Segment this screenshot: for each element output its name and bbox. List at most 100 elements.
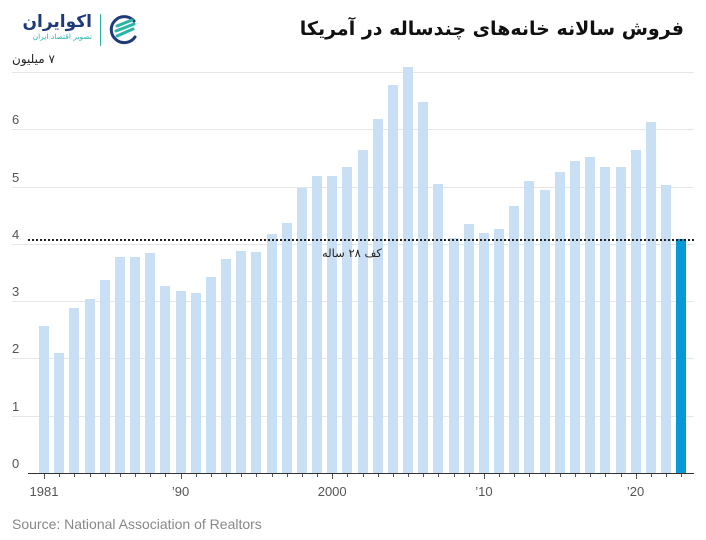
x-tick (317, 474, 319, 477)
gridline (12, 358, 694, 359)
x-tick (256, 474, 258, 477)
x-tick (392, 474, 394, 477)
y-tick-label: 2 (12, 341, 20, 356)
bar-1988 (145, 253, 156, 473)
x-tick (210, 474, 212, 477)
bar-1986 (114, 257, 125, 473)
x-tick (286, 474, 288, 477)
bar-2004 (387, 84, 398, 473)
x-tick (635, 474, 637, 479)
y-axis-unit-label: ۷ میلیون (12, 52, 55, 66)
x-tick (89, 474, 91, 477)
x-tick (347, 474, 349, 477)
reference-line-label: کف ۲۸ ساله (322, 246, 382, 260)
bar-1999 (312, 176, 323, 473)
x-tick (544, 474, 546, 477)
x-tick (620, 474, 622, 477)
bar-2012 (509, 206, 520, 473)
bar-1996 (266, 234, 277, 473)
gridline (12, 72, 694, 73)
bar-1997 (281, 222, 292, 473)
source-note: Source: National Association of Realtors (12, 516, 262, 532)
bar-2005 (403, 67, 414, 473)
bar-1987 (130, 257, 140, 473)
bar-1983 (69, 308, 80, 473)
y-tick-label: 1 (12, 399, 20, 414)
x-tick (332, 474, 334, 479)
x-tick (135, 474, 136, 477)
chart-title: فروش سالانه خانه‌های چندساله در آمریکا (299, 18, 684, 40)
x-tick (165, 474, 167, 477)
x-tick-label: ’20 (626, 484, 645, 499)
bar-2013 (524, 181, 535, 473)
bar-1993 (221, 258, 231, 473)
x-tick (514, 474, 516, 477)
bar-2022 (661, 184, 671, 473)
x-tick (377, 474, 379, 477)
bar-2014 (539, 189, 550, 473)
x-tick (499, 474, 501, 477)
bar-2020 (630, 149, 641, 473)
gridline (12, 129, 694, 130)
bar-1995 (251, 252, 262, 473)
y-tick-label: 6 (12, 112, 20, 127)
bar-2006 (418, 101, 429, 473)
bar-2017 (585, 157, 596, 473)
bar-1985 (99, 279, 110, 473)
x-tick (438, 474, 440, 477)
bar-2003 (372, 118, 383, 473)
bar-1984 (84, 299, 95, 473)
x-tick (180, 474, 182, 479)
y-tick-label: 3 (12, 284, 20, 299)
bar-2011 (494, 228, 505, 473)
gridline (12, 416, 694, 417)
bar-2007 (433, 184, 444, 473)
x-tick (453, 474, 455, 477)
bar-1981 (39, 325, 49, 473)
x-tick-label: 2000 (317, 484, 347, 499)
x-tick (226, 474, 227, 477)
x-tick (483, 474, 485, 479)
bar-1994 (236, 251, 247, 473)
x-tick-label: ’10 (475, 484, 493, 499)
bar-1990 (175, 290, 186, 473)
bar-1991 (190, 293, 201, 473)
gridline (12, 301, 694, 302)
x-tick (650, 474, 652, 477)
x-tick (575, 474, 576, 477)
y-tick-label: 0 (12, 456, 20, 471)
bar-1989 (160, 285, 171, 473)
x-tick (241, 474, 243, 477)
y-tick-label: 4 (12, 227, 20, 242)
bar-2010 (478, 232, 489, 473)
x-tick (44, 474, 45, 479)
x-tick (423, 474, 425, 477)
logo-name: اکوایران (22, 12, 93, 32)
x-tick (408, 474, 410, 477)
x-tick (59, 474, 61, 477)
x-tick (119, 474, 121, 477)
reference-line-28yr-low (28, 239, 694, 241)
bar-2018 (600, 167, 611, 473)
x-tick (590, 474, 592, 477)
x-tick (529, 474, 531, 477)
x-tick (681, 474, 683, 477)
x-tick (271, 474, 273, 477)
x-axis-baseline (28, 473, 694, 474)
x-tick (468, 474, 470, 477)
logo-divider (100, 14, 101, 46)
x-tick (605, 474, 607, 477)
bar-2015 (554, 172, 565, 473)
bar-2001 (342, 167, 353, 473)
bar-2008 (448, 237, 459, 473)
bar-1982 (54, 352, 65, 473)
logo-subtitle: تصویر اقتصاد ایران (32, 32, 92, 41)
bar-2002 (357, 150, 368, 473)
x-tick (104, 474, 106, 477)
logo-text: اکوایران تصویر اقتصاد ایران (20, 12, 93, 42)
gridline (12, 187, 694, 188)
x-tick (559, 474, 561, 477)
bar-2023 (676, 238, 687, 473)
x-tick (301, 474, 303, 477)
